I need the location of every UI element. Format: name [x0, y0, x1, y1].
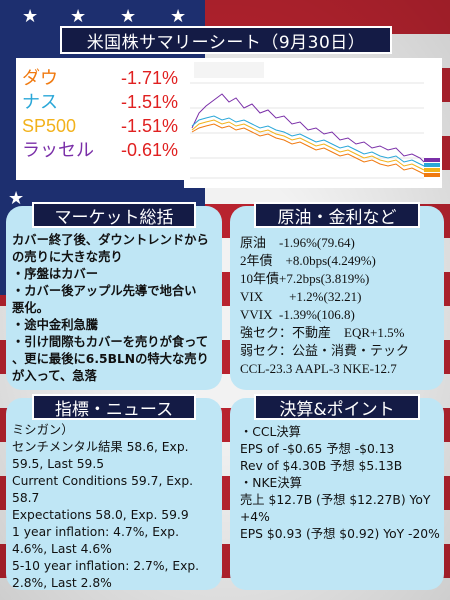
text-line: ・序盤はカバー [12, 267, 99, 281]
index-chart [184, 58, 442, 188]
text-line: 1 year inflation: 4.7%, Exp. [12, 525, 179, 539]
index-summary-panel: ダウ -1.71% ナス -1.51% SP500 -1.51% ラッセル -0… [16, 58, 184, 180]
news-card: 指標・ニュース ミシガン） センチメンタル結果 58.6, Exp. 59.5,… [6, 394, 222, 592]
oil-rates-card: 原油・金利など 原油 -1.96%(79.64) 2年債 +8.0bps(4.2… [230, 202, 444, 390]
earnings-title: 決算&ポイント [254, 394, 420, 420]
text-line: 59.5, Last 59.5 [12, 457, 105, 471]
text-line: 悪化。 [12, 301, 49, 315]
index-name: ダウ [22, 68, 58, 88]
news-body: ミシガン） センチメンタル結果 58.6, Exp. 59.5, Last 59… [12, 422, 222, 592]
index-name: ラッセル [22, 140, 94, 160]
text-line: 4.6%, Last 4.6% [12, 542, 112, 556]
text-line: 2年債 +8.0bps(4.249%) [240, 253, 376, 268]
page-title: 米国株サマリーシート（9月30日） [60, 26, 392, 54]
text-line: 強セク：不動産 EQR+1.5% [240, 325, 405, 340]
market-summary-body: カバー終了後、ダウントレンドから の売りに大きな売り ・序盤はカバー ・カバー後… [12, 232, 222, 385]
text-line: センチメンタル結果 58.6, Exp. [12, 440, 189, 454]
text-line: 2.8%, Last 2.8% [12, 576, 112, 590]
text-line: ・NKE決算 [240, 476, 302, 490]
index-row-sp500: SP500 -1.51% [22, 114, 178, 138]
market-summary-title: マーケット総括 [32, 202, 196, 228]
text-line: 58.7 [12, 491, 40, 505]
oil-rates-body: 原油 -1.96%(79.64) 2年債 +8.0bps(4.249%) 10年… [240, 234, 440, 378]
text-line: 原油 -1.96%(79.64) [240, 235, 355, 250]
text-line: 、更に最後に6.5BLNの特大な売り [12, 352, 209, 366]
text-line: EPS $0.93 (予想 $0.92) YoY -20% [240, 527, 440, 541]
text-line: カバー終了後、ダウントレンドから [12, 233, 209, 247]
text-line: Expectations 58.0, Exp. 59.9 [12, 508, 189, 522]
text-line: ・引け間際もカバーを売りが食って [12, 335, 209, 349]
market-summary-card: マーケット総括 カバー終了後、ダウントレンドから の売りに大きな売り ・序盤はカ… [6, 202, 222, 390]
text-line: CCL-23.3 AAPL-3 NKE-12.7 [240, 361, 397, 376]
series-russell-line [191, 93, 425, 163]
index-row-russell: ラッセル -0.61% [22, 138, 178, 162]
oil-rates-title: 原油・金利など [254, 202, 420, 228]
earnings-card: 決算&ポイント ・CCL決算 EPS of -$0.65 予想 -$0.13 R… [230, 394, 444, 590]
text-line: が入って、急落 [12, 369, 97, 383]
series-dow-line [191, 123, 425, 175]
text-line: の売りに大きな売り [12, 250, 123, 264]
index-change: -0.61% [120, 140, 178, 160]
text-line: 弱セク：公益・消費・テック [240, 343, 410, 358]
text-line: ・CCL決算 [240, 425, 301, 439]
text-line: Current Conditions 59.7, Exp. [12, 474, 194, 488]
text-line: Rev of $4.30B 予想 $5.13B [240, 459, 403, 473]
text-line: VVIX -1.39%(106.8) [240, 307, 355, 322]
text-line: ・カバー後アップル先導で地合い [12, 284, 197, 298]
text-line: EPS of -$0.65 予想 -$0.13 [240, 442, 395, 456]
text-line: +4% [240, 510, 270, 524]
earnings-body: ・CCL決算 EPS of -$0.65 予想 -$0.13 Rev of $4… [240, 424, 442, 543]
text-line: VIX +1.2%(32.21) [240, 289, 362, 304]
index-row-nasdaq: ナス -1.51% [22, 90, 178, 114]
index-chart-svg [184, 58, 442, 188]
series-nasdaq-line [191, 115, 425, 167]
text-line: ミシガン） [12, 423, 74, 437]
text-line: 5-10 year inflation: 2.7%, Exp. [12, 559, 200, 573]
index-change: -1.51% [120, 116, 178, 136]
news-title: 指標・ニュース [32, 394, 196, 420]
index-row-dow: ダウ -1.71% [22, 66, 178, 90]
text-line: 売上 $12.7B (予想 $12.27B) YoY [240, 493, 431, 507]
series-sp500-line [191, 119, 425, 171]
index-name: SP500 [22, 116, 77, 136]
index-name: ナス [22, 92, 58, 112]
text-line: ・途中金利急騰 [12, 318, 99, 332]
index-change: -1.51% [120, 92, 178, 112]
index-change: -1.71% [120, 68, 178, 88]
text-line: 10年債+7.2bps(3.819%) [240, 271, 370, 286]
